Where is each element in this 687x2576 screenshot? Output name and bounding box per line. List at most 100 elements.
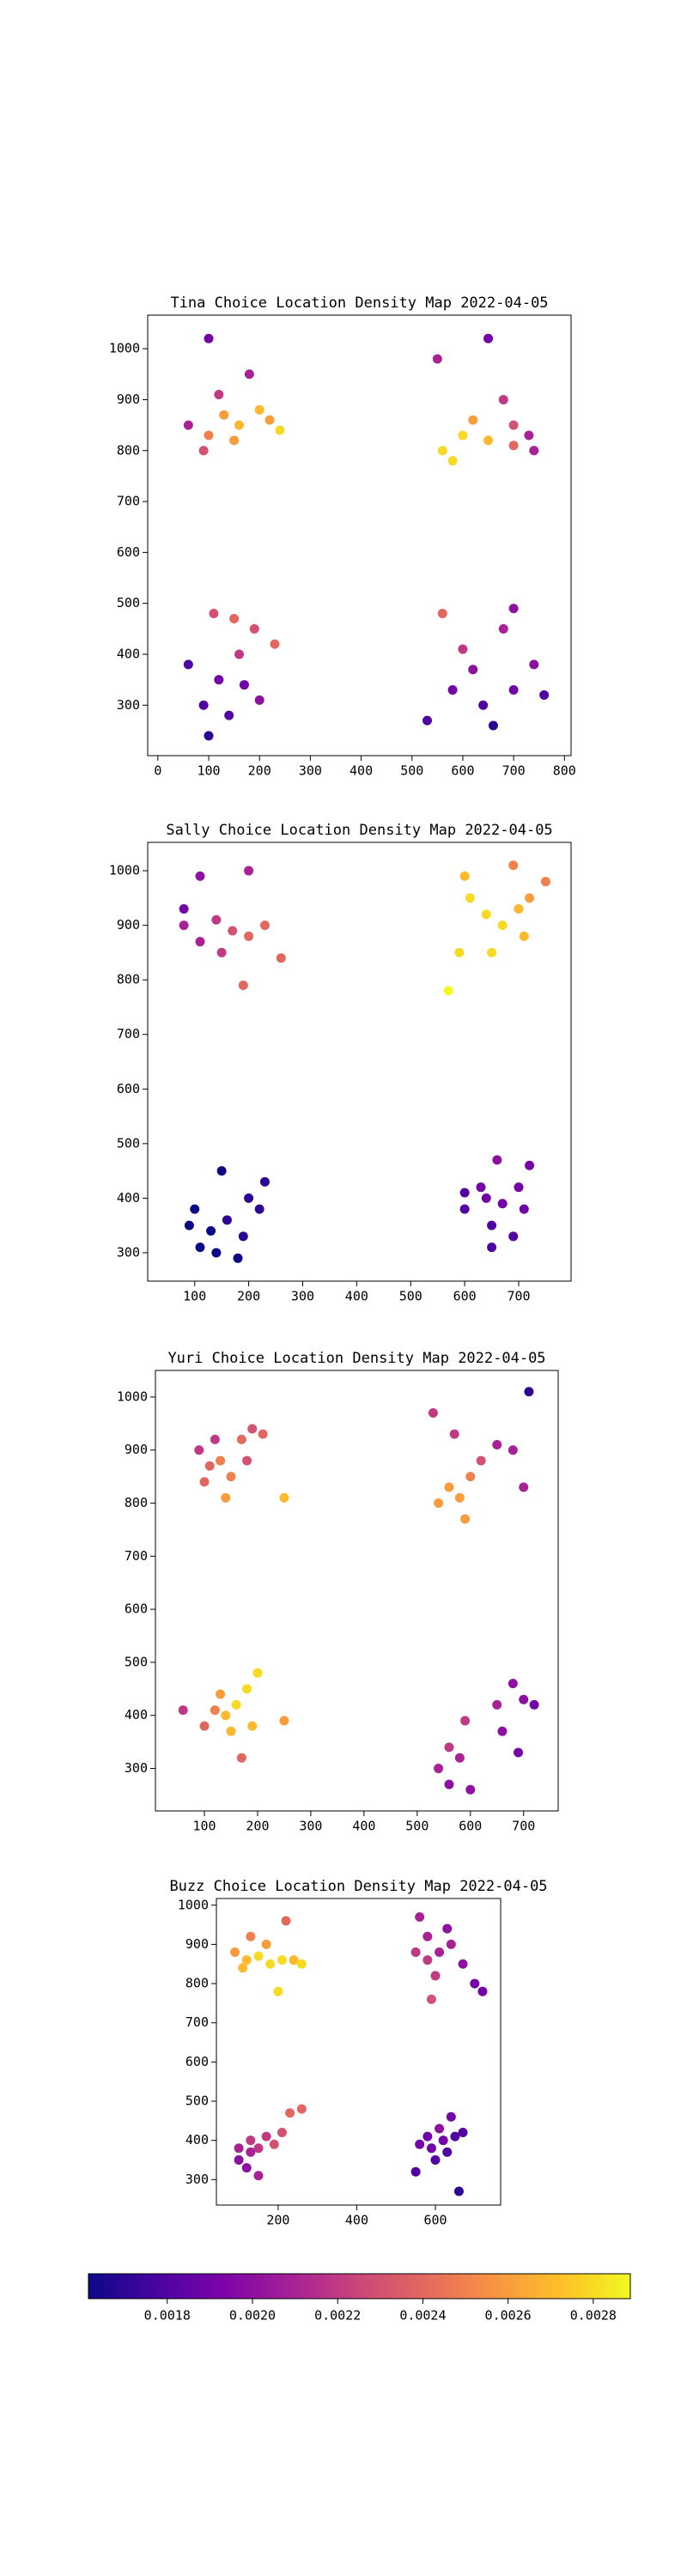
point: [465, 893, 475, 903]
point: [209, 609, 219, 619]
y-tick-label: 900: [117, 392, 140, 407]
point: [254, 695, 264, 705]
y-tick-label: 1000: [109, 863, 140, 878]
point: [442, 1923, 453, 1934]
point: [226, 1472, 236, 1482]
point: [434, 1764, 444, 1774]
point: [458, 644, 468, 654]
point: [253, 1951, 264, 1961]
point: [238, 981, 248, 991]
point: [488, 720, 498, 731]
plot-frame: [155, 1370, 559, 1812]
y-tick-label: 900: [185, 1936, 209, 1952]
point: [265, 1959, 276, 1969]
point: [183, 659, 193, 670]
y-tick-label: 700: [125, 1548, 148, 1564]
point: [236, 1753, 246, 1763]
x-tick-label: 200: [237, 1289, 260, 1304]
point: [252, 1668, 263, 1678]
y-tick-label: 400: [117, 646, 140, 661]
point: [524, 1387, 534, 1397]
point: [410, 2166, 421, 2177]
point: [454, 1492, 465, 1503]
point: [259, 1176, 270, 1187]
point: [525, 1160, 535, 1170]
y-tick-label: 500: [117, 1135, 140, 1151]
point: [254, 1204, 264, 1214]
point: [468, 665, 478, 675]
point: [435, 1947, 445, 1958]
y-tick-label: 800: [125, 1495, 148, 1510]
point: [487, 1242, 497, 1253]
x-tick-label: 0: [154, 763, 161, 779]
y-tick-label: 800: [117, 972, 140, 987]
point: [423, 1955, 433, 1965]
point: [247, 1424, 258, 1434]
point: [289, 1955, 299, 1965]
x-tick-label: 700: [512, 1819, 535, 1834]
point: [508, 1679, 518, 1689]
point: [426, 1994, 436, 2004]
point: [519, 1482, 529, 1492]
y-tick-label: 600: [117, 544, 140, 560]
colorbar-tick-label: 0.0022: [314, 2308, 361, 2324]
point: [428, 1407, 438, 1418]
y-tick-label: 500: [185, 2093, 209, 2109]
point: [270, 639, 280, 649]
point: [244, 866, 254, 876]
point: [415, 1911, 425, 1922]
y-tick-label: 800: [117, 442, 140, 458]
point: [498, 623, 508, 634]
point: [234, 420, 245, 430]
point: [233, 1253, 243, 1263]
point: [524, 430, 534, 440]
x-tick-label: 100: [192, 1819, 216, 1834]
x-tick-label: 700: [507, 1289, 530, 1304]
x-tick-label: 200: [248, 763, 271, 779]
point: [529, 446, 539, 456]
point: [410, 1947, 421, 1958]
point: [229, 613, 240, 623]
y-tick-label: 1000: [109, 341, 140, 356]
point: [434, 1498, 444, 1509]
point: [487, 947, 497, 957]
point: [446, 1939, 456, 1949]
y-tick-label: 600: [185, 2054, 209, 2069]
point: [423, 715, 433, 726]
colorbar: [88, 2273, 631, 2300]
point: [210, 1705, 220, 1716]
point: [221, 1710, 231, 1721]
point: [438, 2136, 448, 2146]
point: [253, 2143, 264, 2154]
point: [478, 700, 489, 710]
point: [437, 446, 447, 456]
point: [211, 1248, 222, 1258]
point: [444, 1742, 454, 1753]
point: [437, 609, 447, 619]
point: [519, 931, 529, 941]
point: [199, 1477, 210, 1487]
point: [492, 1699, 502, 1710]
point: [477, 1986, 488, 1996]
point: [246, 1931, 256, 1941]
point: [470, 1978, 480, 1989]
point: [454, 1753, 465, 1763]
point: [238, 1963, 248, 1973]
point: [204, 430, 214, 440]
y-tick-label: 1000: [178, 1897, 209, 1912]
point: [519, 1204, 529, 1214]
point: [481, 1193, 491, 1203]
point: [216, 1166, 227, 1176]
point: [423, 2131, 433, 2142]
point: [204, 731, 214, 741]
point: [497, 1726, 508, 1736]
point: [184, 1220, 194, 1230]
point: [476, 1455, 486, 1466]
point: [179, 920, 189, 931]
point: [247, 1721, 258, 1731]
y-tick-label: 700: [117, 494, 140, 509]
point: [211, 914, 222, 925]
y-tick-label: 800: [185, 1976, 209, 1991]
x-tick-label: 300: [299, 1819, 322, 1834]
point: [460, 1514, 471, 1524]
